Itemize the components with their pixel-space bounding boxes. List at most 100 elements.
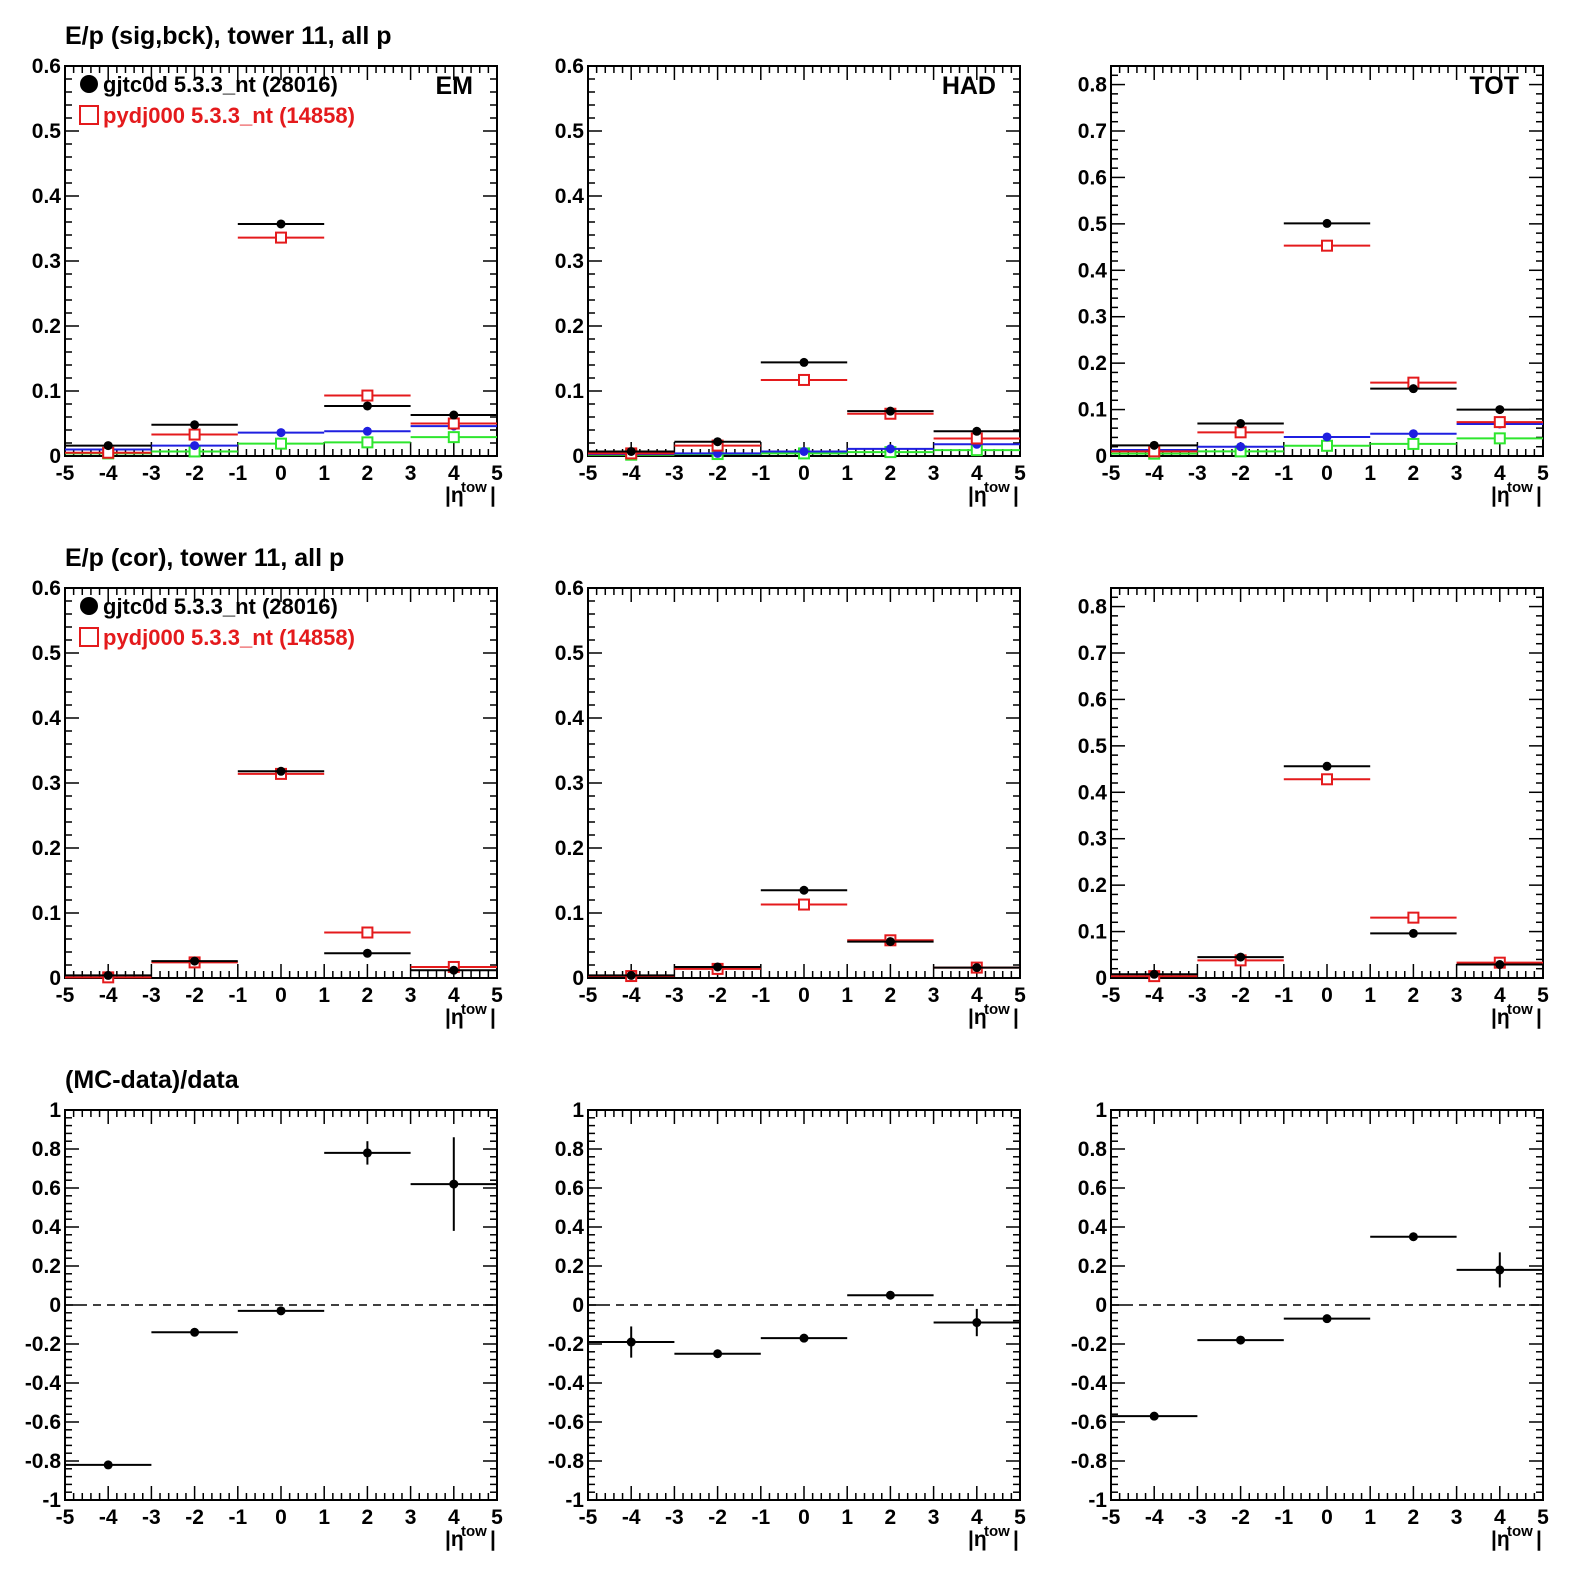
y-tick-label: 0.4 [1078,1216,1108,1239]
y-tick-label: 1 [49,1099,61,1122]
x-tick-label: -1 [228,1506,247,1529]
x-tick-label: -5 [1102,1506,1121,1529]
row-title-ratio: (MC-data)/data [65,1066,240,1094]
y-tick-label: 0.2 [555,315,584,338]
data-point [1493,432,1506,445]
x-tick-label: 2 [885,1506,897,1529]
y-tick-label: 0.6 [32,1177,61,1200]
data-point [1149,440,1159,450]
y-tick-label: 0.6 [1078,688,1107,711]
data-point [361,436,374,449]
data-point [713,962,723,972]
y-tick-label: -0.8 [1071,1450,1108,1473]
x-tick-label: 1 [1364,984,1376,1007]
data-point [1149,1411,1159,1421]
y-tick-label: 0.6 [1078,1177,1107,1200]
x-tick-label: -1 [228,462,247,485]
y-tick-label: 0.2 [555,837,584,860]
x-axis-label-sup: tow [984,479,1010,496]
series-data [1111,761,1543,979]
x-tick-label: -3 [665,1506,684,1529]
y-tick-label: 0.1 [1078,921,1108,944]
data-point [1408,1232,1418,1242]
x-tick-label: -3 [665,984,684,1007]
data-point [1236,419,1246,428]
x-tick-label: -4 [1145,462,1164,485]
x-tick-label: -2 [1231,462,1250,485]
x-tick-label: 0 [275,1506,287,1529]
data-point [362,948,372,958]
y-tick-label: 0.8 [1078,1138,1108,1161]
x-tick-label: 3 [405,1506,417,1529]
data-point [626,446,636,456]
data-point [1234,426,1247,439]
x-tick-label: -3 [142,984,161,1007]
x-tick-label: 5 [491,984,503,1007]
x-tick-label: 4 [448,984,460,1007]
x-tick-label: -5 [579,984,598,1007]
x-tick-label: 3 [1451,984,1463,1007]
x-tick-label: 5 [1537,462,1549,485]
x-tick-label: -4 [1145,1506,1164,1529]
x-tick-label: 3 [928,1506,940,1529]
data-point [1408,429,1418,439]
y-tick-label: 0.1 [32,380,62,403]
y-tick-label: 0.8 [555,1138,585,1161]
x-tick-label: -5 [579,462,598,485]
x-tick-label: -3 [142,1506,161,1529]
x-tick-label: 5 [1537,1506,1549,1529]
data-point [1321,773,1333,786]
y-tick-label: 0.6 [1078,166,1107,189]
data-point [798,373,810,386]
data-point [276,766,286,776]
series-data [588,885,1020,980]
x-tick-label: 5 [1537,984,1549,1007]
series-data [588,1290,1020,1359]
y-tick-label: 0 [49,1294,61,1317]
data-point [103,1460,113,1470]
x-tick-label: -2 [185,462,204,485]
x-tick-label: 1 [1364,462,1376,485]
data-point [190,1327,200,1337]
y-tick-label: 0.4 [555,1216,585,1239]
x-tick-label: -1 [1274,462,1293,485]
x-tick-label: -1 [1274,984,1293,1007]
x-axis-label-end: | [1013,484,1019,507]
data-point [103,441,113,451]
x-tick-label: 1 [318,1506,330,1529]
series-mc [65,231,497,459]
x-axis-label-end: | [490,1006,496,1029]
data-point [362,1148,372,1158]
x-tick-label: 1 [841,1506,853,1529]
data-point [1236,952,1246,962]
x-tick-label: 0 [275,462,287,485]
y-tick-label: -0.8 [25,1450,62,1473]
data-point [799,1333,809,1343]
series-data [1111,218,1543,450]
x-tick-label: -4 [1145,984,1164,1007]
x-axis-label: |η [968,484,987,507]
x-tick-label: -1 [751,984,770,1007]
x-tick-label: 3 [928,462,940,485]
data-point [713,1349,723,1359]
x-tick-label: 0 [798,1506,810,1529]
panel-ratio-had: -5 -4 -3 -2 -1 0 1 2 3 4 5 -1 -0.8 -0.6 -0.4 -0.2 0 0.2 0.… [548,1099,1026,1551]
x-tick-label: -2 [708,462,727,485]
x-tick-label: 4 [448,1506,460,1529]
data-point [799,885,809,895]
y-tick-label: -0.6 [25,1411,61,1434]
x-tick-label: 1 [318,462,330,485]
x-tick-label: 5 [1014,984,1026,1007]
y-tick-label: 0.7 [1078,642,1107,665]
y-tick-label: -1 [1088,1489,1107,1512]
x-tick-label: -3 [1188,1506,1207,1529]
y-tick-label: 0 [572,967,584,990]
x-tick-label: 4 [1494,1506,1506,1529]
data-point [1493,416,1506,429]
data-point [799,357,809,367]
y-tick-label: 0.4 [555,185,585,208]
x-tick-label: 2 [362,984,374,1007]
y-tick-label: 0.4 [32,707,62,730]
series-data [65,766,497,980]
x-tick-label: 1 [1364,1506,1376,1529]
